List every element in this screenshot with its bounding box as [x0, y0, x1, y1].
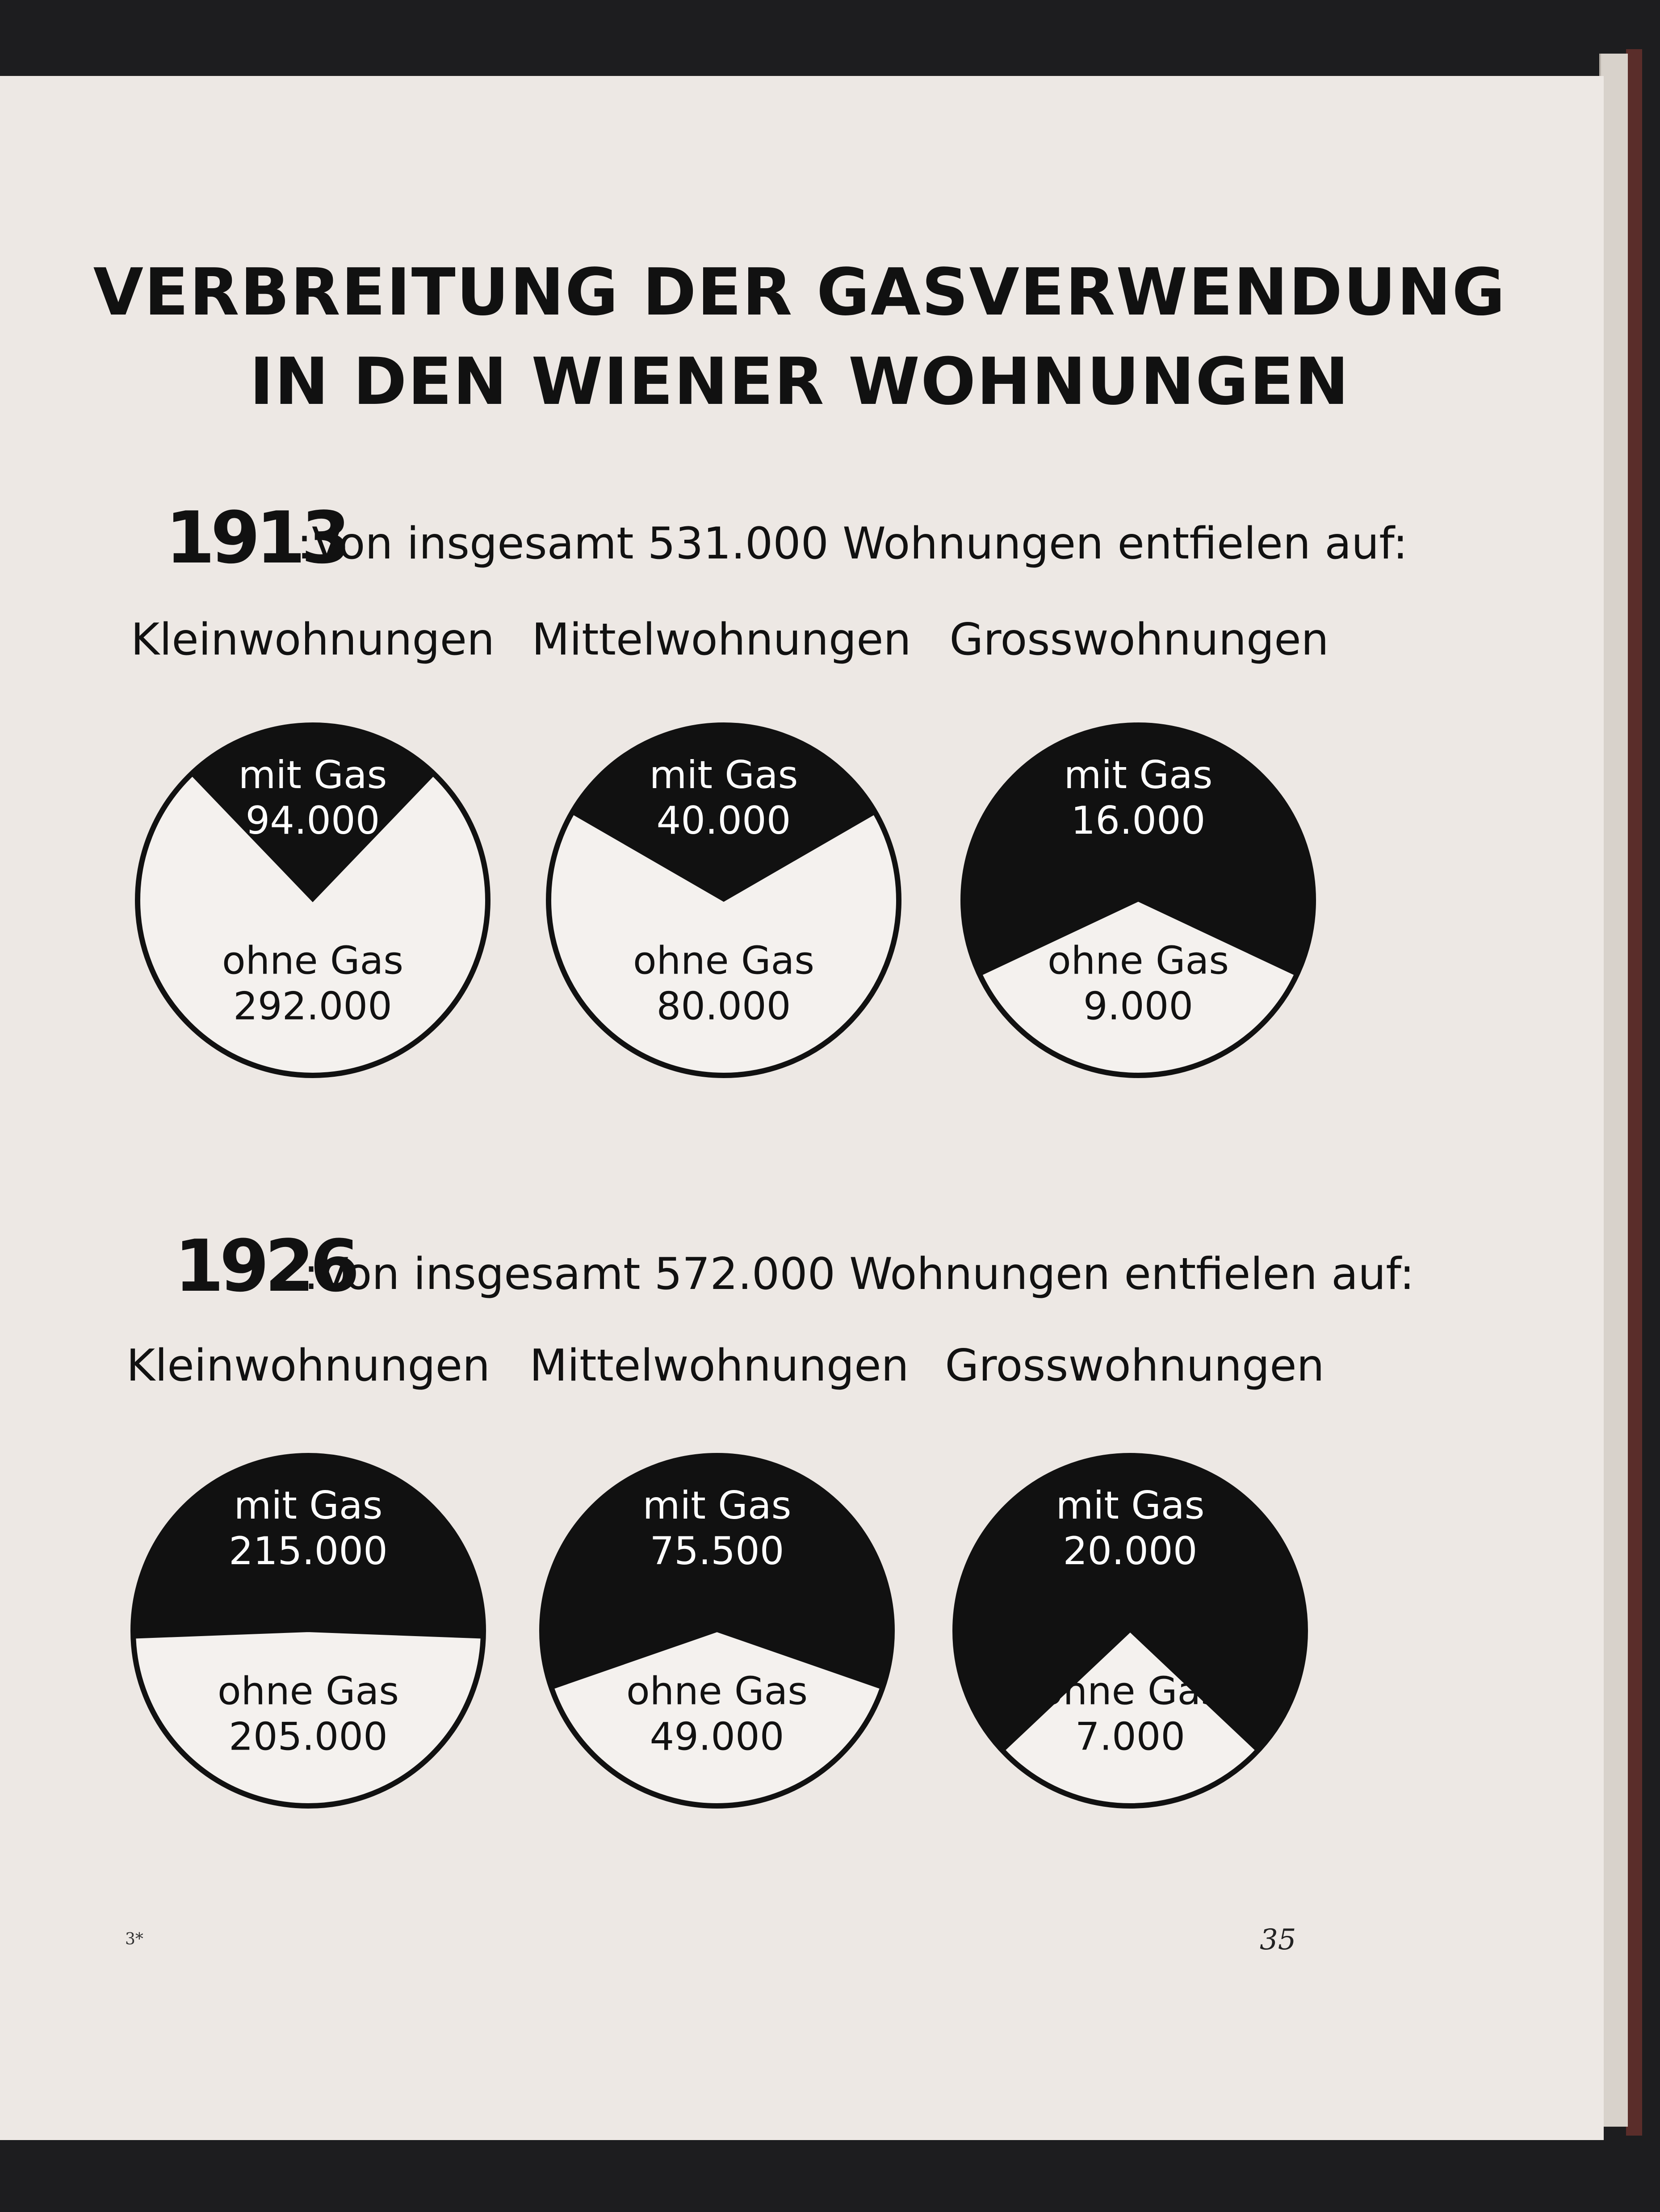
category-label-1926-mittel: Mittelwohnungen — [529, 1340, 909, 1391]
signature-mark: 3* — [125, 1930, 143, 1948]
pie-1926-1-ohne-gas-label: ohne Gas — [626, 1669, 808, 1714]
pie-1913-1-mit-gas-label: mit Gas — [650, 753, 798, 797]
pie-1926-2-mit-gas-value: 20.000 — [1063, 1529, 1198, 1574]
category-label-1913-gross: Grosswohnungen — [949, 614, 1329, 665]
year-1913: 1913 — [165, 496, 351, 579]
pie-1926-0-ohne-gas-value: 205.000 — [229, 1715, 388, 1759]
pie-1926-2-mit-gas-label: mit Gas — [1056, 1483, 1205, 1528]
pie-1913-0-ohne-gas-value: 292.000 — [233, 984, 392, 1029]
pie-1926-0-mit-gas-value: 215.000 — [229, 1529, 388, 1574]
pie-1926-0-ohne-gas-label: ohne Gas — [218, 1669, 399, 1714]
book-spine — [1626, 49, 1642, 2136]
category-label-1926-gross: Grosswohnungen — [945, 1340, 1325, 1391]
pie-1913-0-mit-gas-label: mit Gas — [239, 753, 387, 797]
pie-1926-2-ohne-gas-label: ohne Gas — [1040, 1669, 1221, 1714]
intro-1926: :Von insgesamt 572.000 Wohnungen entfiel… — [304, 1249, 1415, 1300]
pie-1926-1-mit-gas-label: mit Gas — [643, 1483, 792, 1528]
intro-1913: :Von insgesamt 531.000 Wohnungen entfiel… — [297, 518, 1408, 569]
pie-1926-0-mit-gas-slice — [132, 1454, 485, 1639]
pie-1913-0-mit-gas-slice — [189, 724, 436, 902]
category-label-1913-klein: Kleinwohnungen — [130, 614, 495, 665]
pie-1913-1-ohne-gas-value: 80.000 — [657, 984, 791, 1029]
pie-1926-1-ohne-gas-value: 49.000 — [650, 1715, 784, 1759]
pie-1913-0-mit-gas-value: 94.000 — [246, 798, 380, 843]
pie-1913-2-mit-gas-label: mit Gas — [1064, 753, 1213, 797]
pie-1913-1-mit-gas-value: 40.000 — [657, 798, 791, 843]
title-line-2: IN DEN WIENER WOHNUNGEN — [249, 344, 1350, 420]
pie-1913-2-mit-gas-slice — [962, 724, 1315, 977]
title-line-1: VERBREITUNG DER GASVERWENDUNG — [93, 255, 1506, 330]
pie-1913-1-mit-gas-slice — [570, 724, 877, 902]
pie-1926-1-mit-gas-slice — [541, 1454, 893, 1690]
category-label-1913-mittel: Mittelwohnungen — [532, 614, 911, 665]
pie-1913-2-mit-gas-value: 16.000 — [1071, 798, 1206, 843]
year-1926: 1926 — [174, 1224, 360, 1308]
pie-1926-2-ohne-gas-value: 7.000 — [1075, 1715, 1185, 1759]
pie-1913-2-ohne-gas-value: 9.000 — [1083, 984, 1193, 1029]
pie-1926-2-mit-gas-slice — [954, 1454, 1307, 1753]
pie-1926-0-mit-gas-label: mit Gas — [234, 1483, 383, 1528]
pie-1913-1-ohne-gas-label: ohne Gas — [633, 939, 814, 983]
pie-1913-2-ohne-gas-label: ohne Gas — [1048, 939, 1229, 983]
page-number: 35 — [1260, 1923, 1296, 1956]
pie-1926-1-mit-gas-value: 75.500 — [650, 1529, 784, 1574]
pie-1913-0-ohne-gas-label: ohne Gas — [222, 939, 403, 983]
category-label-1926-klein: Kleinwohnungen — [126, 1340, 490, 1391]
